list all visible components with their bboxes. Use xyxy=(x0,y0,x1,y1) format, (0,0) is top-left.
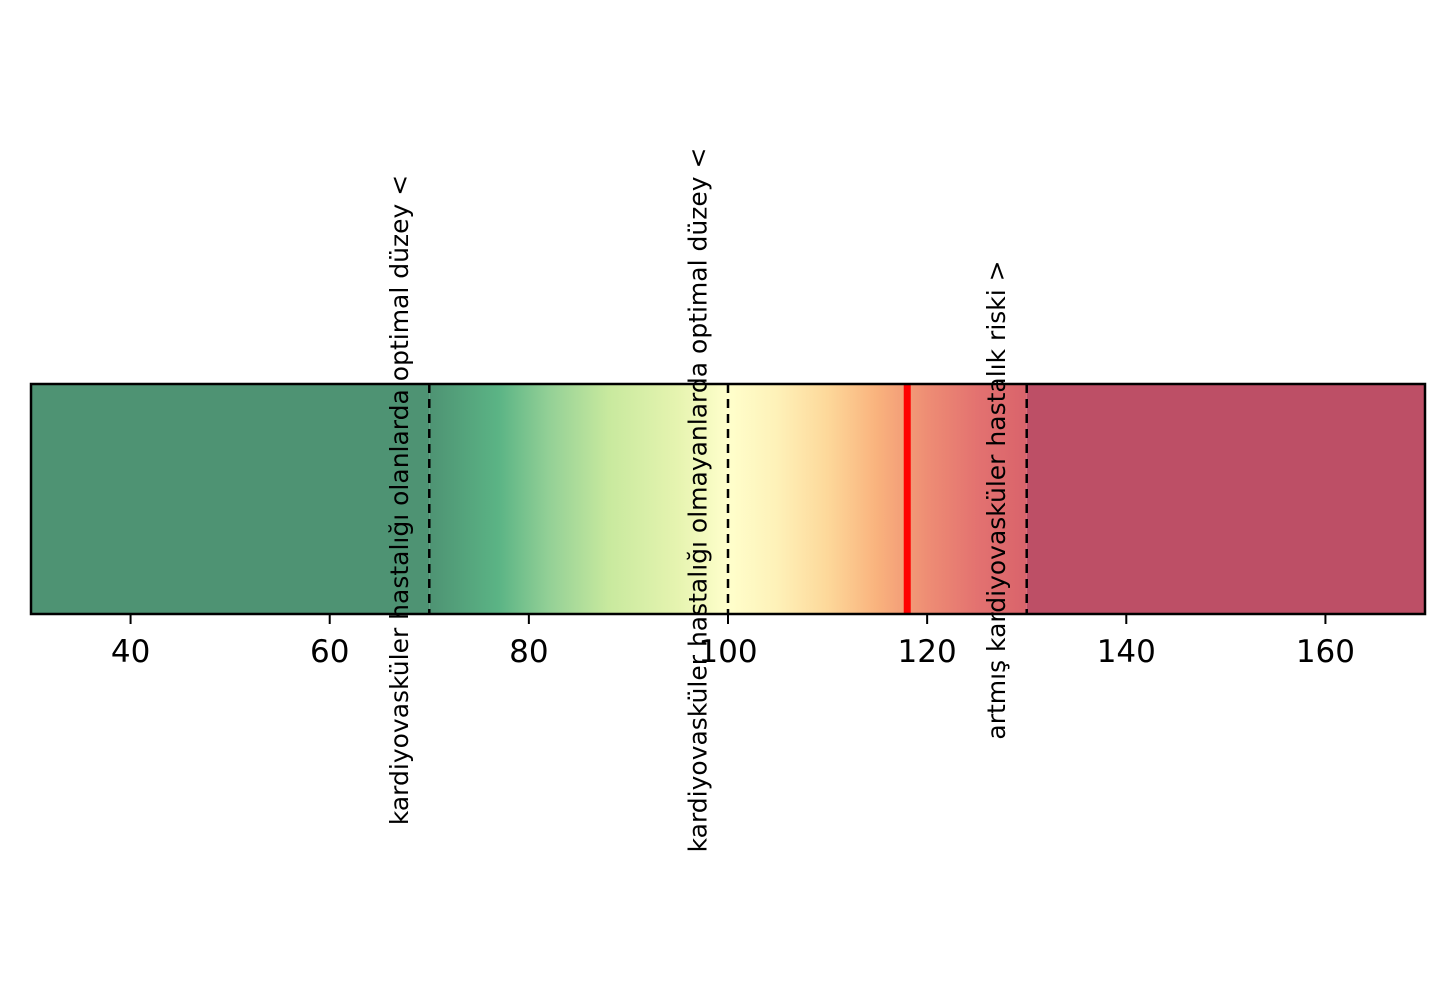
x-tick-label: 60 xyxy=(310,634,349,670)
x-tick-label: 160 xyxy=(1296,634,1355,670)
x-tick-label: 140 xyxy=(1097,634,1156,670)
bar-segment-high xyxy=(1026,384,1425,614)
bar-segment-low xyxy=(31,384,430,614)
threshold-label-1: kardiyovasküler hastalığı olanlarda opti… xyxy=(385,175,414,825)
x-tick-label: 100 xyxy=(698,634,757,670)
threshold-label-3: artmış kardiyovasküler hastalık riski > xyxy=(982,260,1011,739)
threshold-label-2: kardiyovasküler hastalığı olmayanlarda o… xyxy=(684,148,713,853)
x-tick-label: 40 xyxy=(111,634,150,670)
x-tick-label: 80 xyxy=(509,634,548,670)
x-tick-label: 120 xyxy=(898,634,957,670)
